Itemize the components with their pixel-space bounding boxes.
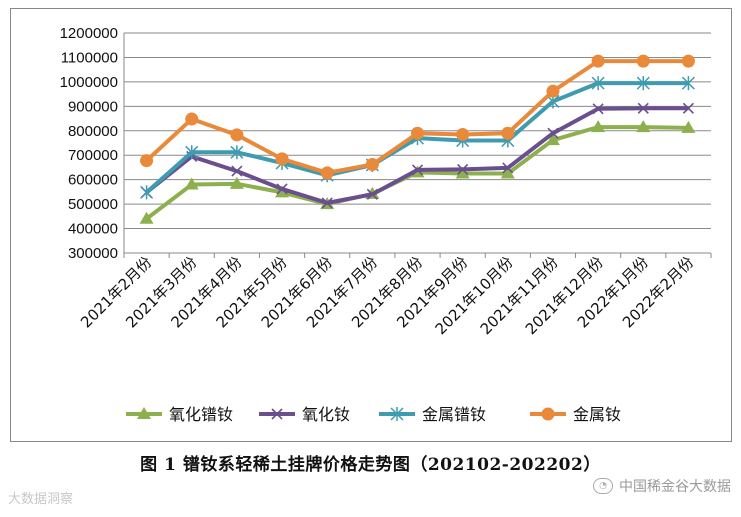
legend-label: 金属镨钕 bbox=[422, 405, 486, 424]
data-point bbox=[231, 165, 243, 177]
data-point bbox=[591, 54, 605, 68]
y-tick-label: 1200000 bbox=[60, 25, 118, 42]
data-point bbox=[500, 166, 515, 179]
series-line bbox=[145, 59, 689, 175]
y-tick-label: 600000 bbox=[68, 172, 118, 189]
data-point bbox=[501, 126, 515, 140]
legend-marker bbox=[541, 407, 555, 421]
data-point bbox=[139, 211, 154, 224]
data-point bbox=[230, 145, 244, 160]
data-point bbox=[591, 120, 606, 133]
y-tick-label: 700000 bbox=[68, 147, 118, 164]
data-point bbox=[184, 177, 199, 190]
y-tick-label: 1100000 bbox=[61, 49, 118, 66]
legend-label: 金属钕 bbox=[573, 405, 621, 424]
data-point bbox=[636, 54, 650, 68]
data-point bbox=[457, 163, 469, 175]
y-tick-label: 300000 bbox=[68, 245, 118, 262]
watermark-right: ◔ 中国稀金谷大数据 bbox=[593, 476, 731, 496]
data-point bbox=[681, 54, 695, 68]
data-point bbox=[275, 185, 290, 198]
y-tick-label: 500000 bbox=[68, 196, 118, 213]
data-point bbox=[185, 145, 199, 160]
y-tick-label: 400000 bbox=[68, 221, 118, 238]
data-point bbox=[681, 120, 696, 133]
y-tick-label: 1000000 bbox=[60, 74, 118, 91]
line-chart: 300000 400000 500000 600000 700000 800000 9000… bbox=[60, 25, 712, 424]
chart-frame: 300000 400000 500000 600000 700000 800000 9000… bbox=[10, 8, 732, 442]
data-point bbox=[230, 128, 244, 142]
watermark-left: 大数据洞察 bbox=[8, 492, 74, 507]
data-point bbox=[321, 197, 333, 209]
legend-marker bbox=[271, 408, 283, 420]
data-point bbox=[411, 126, 424, 140]
y-tick-label: 800000 bbox=[68, 123, 118, 140]
data-point bbox=[546, 84, 560, 98]
data-point bbox=[275, 152, 289, 166]
data-point bbox=[636, 76, 650, 91]
wechat-icon: ◔ bbox=[593, 478, 613, 494]
data-point bbox=[637, 102, 649, 114]
watermark-right-text: 中国稀金谷大数据 bbox=[619, 479, 731, 495]
data-point bbox=[591, 76, 605, 91]
x-tick-label: 2021年11月份 bbox=[477, 253, 562, 338]
data-point bbox=[140, 154, 154, 168]
data-point bbox=[636, 120, 651, 133]
data-point bbox=[185, 112, 199, 126]
data-point bbox=[366, 188, 378, 200]
data-point bbox=[547, 127, 559, 139]
legend-marker bbox=[137, 407, 151, 419]
data-point bbox=[276, 183, 288, 195]
data-point bbox=[140, 185, 154, 200]
figure-caption: 图 1 镨钕系轻稀土挂牌价格走势图（202102-202202） bbox=[140, 455, 601, 475]
legend-marker bbox=[390, 407, 404, 421]
data-point bbox=[456, 127, 470, 141]
x-tick-label: 2021年12月份 bbox=[522, 253, 607, 338]
x-tick-label: 2021年10月份 bbox=[432, 253, 517, 338]
legend-label: 氧化镨钕 bbox=[169, 405, 233, 424]
data-point bbox=[229, 176, 244, 189]
data-point bbox=[545, 133, 560, 146]
y-tick-label: 900000 bbox=[68, 98, 118, 115]
data-point bbox=[455, 166, 470, 179]
data-point bbox=[502, 162, 514, 174]
data-point bbox=[681, 76, 695, 91]
data-point bbox=[411, 164, 424, 176]
data-point bbox=[365, 158, 379, 172]
data-point bbox=[320, 166, 334, 180]
data-point bbox=[682, 102, 694, 114]
legend-label: 氧化钕 bbox=[302, 405, 350, 424]
data-point bbox=[592, 103, 604, 115]
